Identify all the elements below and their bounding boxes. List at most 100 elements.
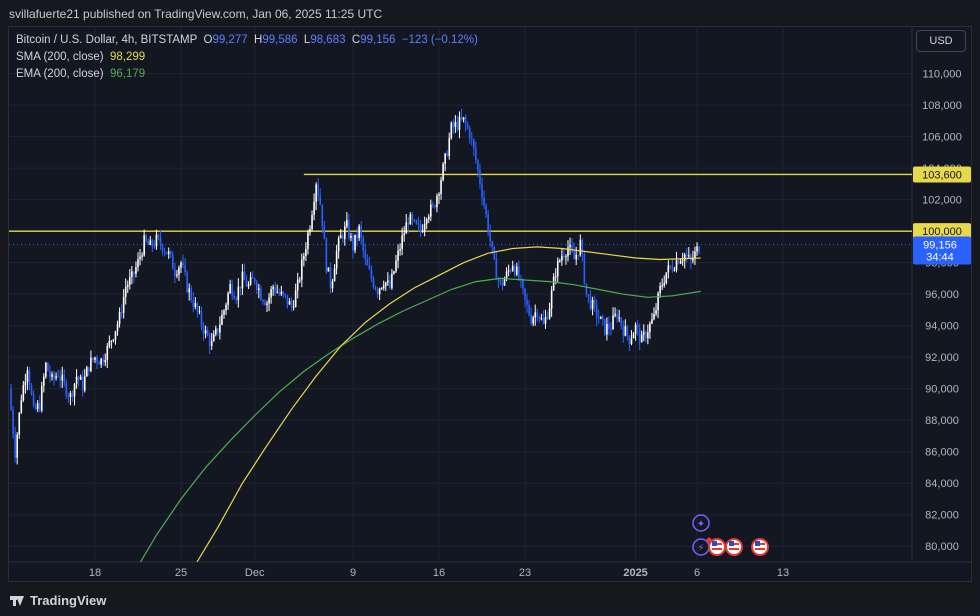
candle-up <box>73 383 76 397</box>
y-tick-label: 94,000 <box>925 321 959 333</box>
tradingview-logo[interactable]: TradingView <box>10 593 106 608</box>
candle-down <box>184 265 186 273</box>
flag-canton-icon <box>755 541 760 546</box>
x-tick-label: 2025 <box>623 567 647 579</box>
candle-up <box>108 340 111 346</box>
candle-down <box>10 388 12 410</box>
candle-up <box>178 267 180 275</box>
candle-down <box>368 265 371 270</box>
candle-up <box>438 194 440 196</box>
candle-down <box>491 241 494 248</box>
candle-down <box>157 234 160 238</box>
close-value: 99,156 <box>360 34 396 46</box>
candle-down <box>77 376 80 380</box>
candle-down <box>159 237 162 245</box>
sma-row[interactable]: SMA (200, close) 98,299 <box>16 49 478 66</box>
candle-up <box>683 254 686 261</box>
candle-down <box>235 298 238 301</box>
candle-down <box>669 265 672 267</box>
candle-down <box>174 269 176 276</box>
candle-up <box>665 272 668 284</box>
candle-up <box>110 340 113 342</box>
candle-up <box>86 367 88 377</box>
candle-down <box>53 374 55 379</box>
candle-down <box>182 262 184 266</box>
candle-down <box>485 205 487 215</box>
currency-button[interactable]: USD <box>916 30 966 52</box>
candle-up <box>129 276 131 285</box>
candle-down <box>475 148 477 161</box>
candle-up <box>176 274 178 276</box>
low-key: L <box>303 34 311 46</box>
chart-panel[interactable] <box>8 26 972 582</box>
y-tick-label: 84,000 <box>925 478 959 490</box>
candle-up <box>137 259 139 268</box>
candle-down <box>452 122 455 128</box>
candle-up <box>544 317 547 324</box>
candle-up <box>94 357 96 360</box>
candle-down <box>286 295 289 305</box>
candle-down <box>151 240 154 247</box>
candle-down <box>608 323 610 329</box>
candle-up <box>569 244 571 248</box>
candle-up <box>534 312 537 318</box>
candle-up <box>675 260 678 271</box>
sparkle-event-icon <box>692 514 710 532</box>
y-tick-label: 108,000 <box>922 100 962 112</box>
candle-down <box>165 252 168 255</box>
candle-up <box>516 266 518 275</box>
candle-down <box>528 304 530 315</box>
candle-down <box>49 371 51 377</box>
candle-down <box>374 287 377 290</box>
candle-down <box>622 325 625 336</box>
candle-down <box>360 225 362 238</box>
candle-down <box>255 282 258 290</box>
candle-down <box>323 226 326 240</box>
candle-down <box>530 314 532 324</box>
candle-up <box>630 338 633 344</box>
ema-row[interactable]: EMA (200, close) 96,179 <box>16 66 478 83</box>
candle-down <box>233 296 236 299</box>
level-badge-label: 100,000 <box>922 226 962 238</box>
candle-down <box>12 409 14 435</box>
candle-down <box>620 317 623 326</box>
candle-down <box>81 376 84 391</box>
candle-down <box>63 374 66 383</box>
candle-up <box>79 376 82 380</box>
candle-up <box>61 374 64 381</box>
candle-down <box>153 246 156 248</box>
candle-up <box>124 286 127 297</box>
candle-down <box>636 324 639 328</box>
tradingview-logo-icon <box>10 595 24 606</box>
candle-down <box>96 357 98 363</box>
candle-up <box>272 286 274 290</box>
candle-up <box>75 376 78 384</box>
candle-up <box>315 184 317 202</box>
candle-up <box>116 323 119 332</box>
candle-down <box>278 292 281 295</box>
candle-down <box>538 316 541 319</box>
candle-down <box>32 394 35 406</box>
candle-down <box>573 250 575 260</box>
candle-down <box>495 259 498 280</box>
candle-up <box>599 316 602 319</box>
candle-down <box>489 232 491 242</box>
candle-up <box>104 359 107 363</box>
candle-down <box>317 184 319 196</box>
y-tick-label: 106,000 <box>922 132 962 144</box>
candle-down <box>468 128 471 139</box>
candle-up <box>632 333 635 339</box>
candle-up <box>40 385 43 411</box>
last-price-badge <box>913 236 971 265</box>
candle-up <box>298 279 301 281</box>
candle-down <box>577 254 580 256</box>
candle-down <box>616 313 618 319</box>
candle-down <box>610 328 612 330</box>
candle-down <box>251 277 254 279</box>
candle-up <box>405 222 408 234</box>
candle-up <box>681 260 684 262</box>
top-bar: svillafuerte21 published on TradingView.… <box>0 0 980 26</box>
candle-up <box>126 284 129 287</box>
candle-down <box>411 214 414 220</box>
